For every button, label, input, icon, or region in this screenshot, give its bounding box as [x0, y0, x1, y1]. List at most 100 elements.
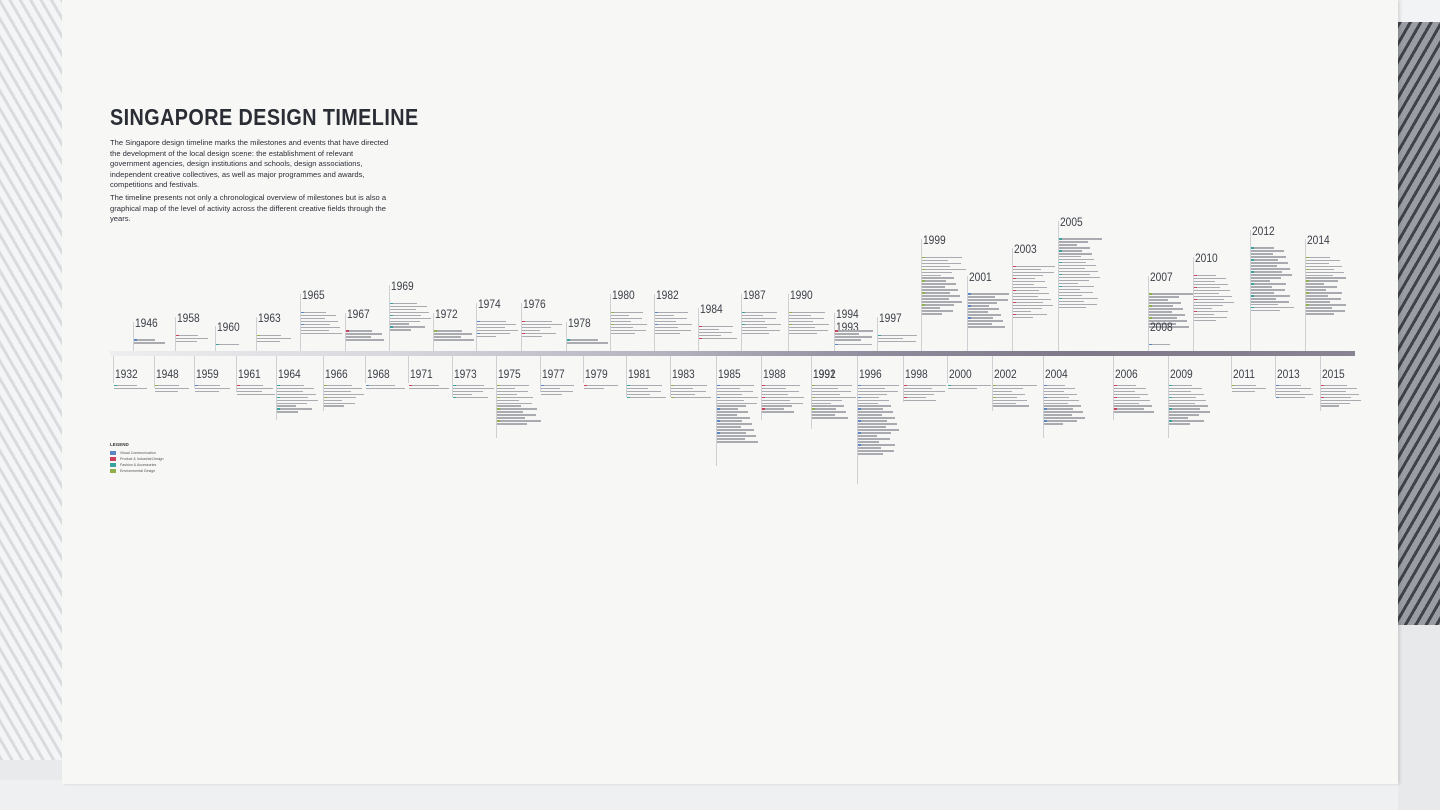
year-tick: [452, 356, 453, 397]
timeline-entries: [611, 310, 655, 347]
timeline-entries: [948, 383, 992, 392]
entry-line: [1169, 402, 1195, 404]
entry-line: [742, 320, 765, 323]
entry-line: [699, 334, 721, 336]
entry-line: [301, 320, 338, 323]
entry-line: [1251, 256, 1286, 258]
year-tick: [670, 356, 671, 397]
entry-line: [1194, 280, 1215, 283]
entry-line: [584, 387, 604, 389]
entry-line: [497, 387, 515, 389]
entry-line: [1169, 405, 1208, 407]
entry-line: [1149, 320, 1187, 322]
entry-line: [1321, 390, 1346, 392]
entry-line: [1114, 399, 1150, 401]
legend-label: Fashion & Accessories: [120, 463, 157, 467]
timeline-entries: [762, 383, 806, 429]
year-label: 1971: [410, 367, 433, 381]
entry-line: [1013, 271, 1054, 274]
entry-line: [1059, 238, 1102, 240]
entry-line: [1306, 313, 1334, 315]
entry-line: [858, 393, 887, 395]
entry-line: [195, 387, 230, 389]
entry-line: [324, 393, 364, 395]
entry-line: [858, 387, 885, 389]
entry-line: [1044, 414, 1072, 416]
year-tick: [857, 356, 858, 485]
entry-line: [812, 414, 835, 416]
entry-line: [277, 405, 296, 407]
year-tick: [496, 356, 497, 439]
year-tick: [1012, 248, 1013, 351]
year-tick: [433, 312, 434, 351]
entry-line: [1149, 293, 1193, 295]
entry-line: [497, 402, 532, 404]
entry-line: [301, 332, 342, 335]
entry-line: [176, 334, 198, 337]
timeline-entries: [1232, 383, 1276, 397]
entry-line: [346, 330, 372, 332]
year-tick: [698, 308, 699, 351]
timeline-entries: [390, 301, 434, 347]
entry-line: [1321, 393, 1359, 395]
entry-line: [904, 396, 926, 398]
year-tick: [1113, 356, 1114, 420]
entry-line: [1044, 393, 1077, 395]
timeline-entries: [671, 383, 715, 406]
entry-line: [717, 429, 754, 431]
year-label: 1966: [325, 367, 348, 381]
entry-line: [922, 289, 958, 291]
year-tick: [1275, 356, 1276, 397]
entry-line: [858, 384, 899, 386]
entry-line: [762, 405, 792, 407]
entry-line: [257, 337, 291, 340]
entry-line: [1251, 292, 1274, 294]
entry-line: [858, 399, 889, 401]
entry-line: [858, 396, 879, 398]
entry-line: [812, 399, 842, 401]
entry-line: [858, 408, 883, 410]
entry-line: [1149, 302, 1181, 304]
entry-line: [922, 304, 954, 306]
entry-line: [1306, 280, 1338, 282]
year-label: 1997: [879, 311, 902, 326]
entry-line: [699, 325, 733, 327]
entry-line: [655, 311, 688, 314]
entry-line: [477, 320, 506, 323]
entry-line: [1251, 262, 1288, 264]
year-label: 1963: [258, 311, 281, 326]
entry-line: [1306, 271, 1344, 273]
legend-label: Visual Communication: [120, 451, 156, 455]
year-tick: [788, 294, 789, 351]
year-label: 2010: [1195, 251, 1218, 266]
entry-line: [762, 390, 799, 392]
entry-line: [1044, 417, 1085, 419]
timeline-entries: [1059, 237, 1103, 347]
entry-line: [134, 342, 165, 344]
entry-line: [858, 453, 883, 455]
timeline-entries: [858, 383, 902, 493]
entry-line: [1321, 396, 1351, 398]
entry-line: [789, 311, 825, 314]
entry-line: [497, 411, 523, 413]
entry-line: [627, 390, 661, 392]
entry-line: [922, 271, 952, 273]
entry-line: [627, 393, 650, 395]
entry-line: [789, 323, 829, 326]
entry-line: [1013, 316, 1033, 318]
entry-line: [497, 390, 528, 392]
entry-line: [858, 402, 878, 404]
entry-line: [968, 296, 995, 298]
entry-line: [1194, 292, 1219, 295]
year-label: 1961: [238, 367, 261, 381]
timeline-entries: [301, 310, 345, 347]
entry-line: [858, 426, 886, 428]
timeline-entries: [922, 255, 966, 347]
timeline-entries: [346, 329, 390, 347]
entry-line: [216, 343, 239, 346]
entry-line: [1114, 396, 1140, 398]
year-label: 1996: [859, 367, 882, 381]
entry-line: [858, 447, 881, 449]
entry-line: [762, 396, 804, 398]
entry-line: [453, 384, 484, 386]
